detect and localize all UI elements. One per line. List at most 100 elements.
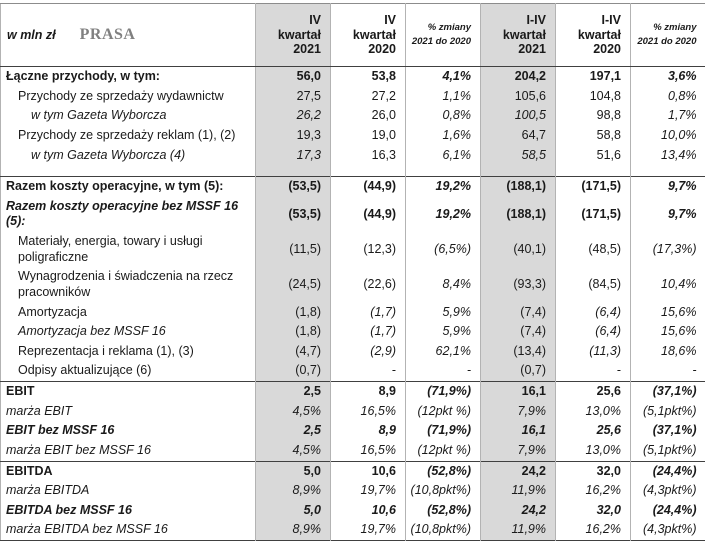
cell-value: 13,4% [631,146,705,177]
row-label: Amortyzacja [1,303,256,323]
row-label: Odpisy aktualizujące (6) [1,361,256,381]
cell-value: 10,0% [631,126,705,146]
cell-value: 56,0 [256,67,331,87]
cell-value: (4,7) [256,342,331,362]
cell-value: (188,1) [481,197,556,232]
table-row: Materiały, energia, towary i usługi poli… [1,232,705,267]
cell-value: 25,6 [556,382,631,402]
row-label: EBIT bez MSSF 16 [1,421,256,441]
cell-value: (71,9%) [406,382,481,402]
cell-value: (171,5) [556,197,631,232]
cell-value: 4,5% [256,441,331,461]
cell-value: (93,3) [481,267,556,302]
row-label: Materiały, energia, towary i usługi poli… [1,232,256,267]
cell-value: (1,8) [256,322,331,342]
cell-value: (11,5) [256,232,331,267]
cell-value: (12pkt %) [406,402,481,422]
cell-value: 10,6 [331,461,406,481]
cell-value: (1,7) [331,322,406,342]
row-label: Przychody ze sprzedaży wydawnictw [1,87,256,107]
cell-value: 16,5% [331,441,406,461]
cell-value: 105,6 [481,87,556,107]
cell-value: (48,5) [556,232,631,267]
cell-value: 9,7% [631,197,705,232]
cell-value: 19,0 [331,126,406,146]
table-row: Wynagrodzenia i świadczenia na rzecz pra… [1,267,705,302]
cell-value: (37,1%) [631,382,705,402]
cell-value: 16,2% [556,520,631,540]
cell-value: 8,9 [331,382,406,402]
cell-value: 15,6% [631,322,705,342]
cell-value: 10,4% [631,267,705,302]
cell-value: 11,9% [481,481,556,501]
cell-value: 8,4% [406,267,481,302]
cell-value: (53,5) [256,177,331,197]
cell-value: 16,5% [331,402,406,422]
table-row: Razem koszty operacyjne bez MSSF 16 (5):… [1,197,705,232]
cell-value: 58,8 [556,126,631,146]
cell-value: 13,0% [556,402,631,422]
cell-value: (7,4) [481,322,556,342]
column-header-2: IV kwartał 2020 [331,4,406,67]
cell-value: 16,1 [481,421,556,441]
row-label: Przychody ze sprzedaży reklam (1), (2) [1,126,256,146]
table-row: Amortyzacja bez MSSF 16(1,8)(1,7)5,9%(7,… [1,322,705,342]
cell-value: (6,5%) [406,232,481,267]
cell-value: - [556,361,631,381]
cell-value: (7,4) [481,303,556,323]
cell-value: 58,5 [481,146,556,177]
cell-value: 197,1 [556,67,631,87]
cell-value: 4,5% [256,402,331,422]
cell-value: (5,1pkt%) [631,441,705,461]
cell-value: 2,5 [256,382,331,402]
cell-value: 204,2 [481,67,556,87]
cell-value: (11,3) [556,342,631,362]
cell-value: 8,9% [256,481,331,501]
cell-value: 9,7% [631,177,705,197]
cell-value: (10,8pkt%) [406,481,481,501]
row-label: marża EBITDA [1,481,256,501]
cell-value: (24,4%) [631,501,705,521]
cell-value: (12,3) [331,232,406,267]
cell-value: (44,9) [331,197,406,232]
cell-value: 5,9% [406,303,481,323]
cell-value: 1,1% [406,87,481,107]
cell-value: (24,5) [256,267,331,302]
cell-value: (0,7) [256,361,331,381]
cell-value: 7,9% [481,441,556,461]
cell-value: 5,0 [256,461,331,481]
cell-value: (12pkt %) [406,441,481,461]
segment-title: PRASA [80,26,136,43]
cell-value: - [406,361,481,381]
cell-value: 16,3 [331,146,406,177]
cell-value: 32,0 [556,501,631,521]
cell-value: (10,8pkt%) [406,520,481,540]
cell-value: 2,5 [256,421,331,441]
table-row: Odpisy aktualizujące (6)(0,7)--(0,7)-- [1,361,705,381]
cell-value: 26,0 [331,106,406,126]
row-label: Wynagrodzenia i świadczenia na rzecz pra… [1,267,256,302]
column-header-6: % zmiany 2021 do 2020 [631,4,705,67]
cell-value: 24,2 [481,501,556,521]
cell-value: - [331,361,406,381]
cell-value: 64,7 [481,126,556,146]
cell-value: 51,6 [556,146,631,177]
cell-value: (0,7) [481,361,556,381]
cell-value: (4,3pkt%) [631,520,705,540]
cell-value: 19,7% [331,481,406,501]
row-label: Amortyzacja bez MSSF 16 [1,322,256,342]
cell-value: (6,4) [556,322,631,342]
cell-value: (17,3%) [631,232,705,267]
